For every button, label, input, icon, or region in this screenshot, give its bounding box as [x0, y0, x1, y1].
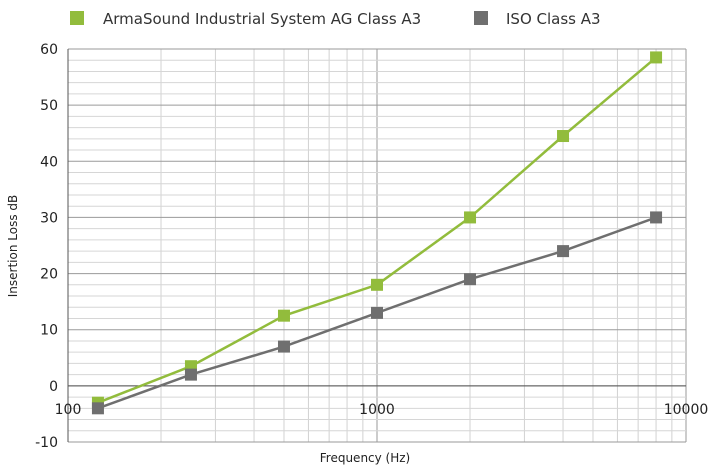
- y-tick-label: 10: [40, 323, 58, 339]
- legend-label-series-1: ArmaSound Industrial System AG Class A3: [103, 10, 421, 28]
- data-point-series-1: [464, 211, 476, 223]
- x-tick-label: 1000: [359, 402, 395, 418]
- data-point-series-2: [650, 211, 662, 223]
- data-point-series-2: [278, 341, 290, 353]
- data-point-series-1: [371, 279, 383, 291]
- y-tick-label: 0: [49, 379, 58, 395]
- y-axis-title: Insertion Loss dB: [6, 195, 20, 298]
- legend: ArmaSound Industrial System AG Class A3 …: [70, 10, 601, 28]
- y-tick-label: 40: [40, 154, 58, 170]
- tick-labels: -10 0 10 20 30 40 50 60 100 1000 10000: [35, 42, 708, 451]
- y-tick-label: -10: [35, 435, 58, 451]
- y-tick-label: 60: [40, 42, 58, 58]
- y-tick-label: 30: [40, 210, 58, 226]
- data-point-series-2: [464, 273, 476, 285]
- data-point-series-2: [185, 369, 197, 381]
- grid: [68, 49, 686, 442]
- data-point-series-2: [557, 245, 569, 257]
- legend-swatch-series-1: [70, 11, 84, 25]
- data-point-series-1: [278, 310, 290, 322]
- x-axis-title: Frequency (Hz): [320, 451, 411, 465]
- x-tick-label: 100: [55, 402, 82, 418]
- data-point-series-2: [92, 402, 104, 414]
- legend-label-series-2: ISO Class A3: [506, 10, 601, 28]
- y-tick-label: 50: [40, 98, 58, 114]
- y-tick-label: 20: [40, 267, 58, 283]
- x-tick-label: 10000: [664, 402, 709, 418]
- data-point-series-1: [557, 130, 569, 142]
- data-point-series-2: [371, 307, 383, 319]
- legend-swatch-series-2: [474, 11, 488, 25]
- data-point-series-1: [650, 51, 662, 63]
